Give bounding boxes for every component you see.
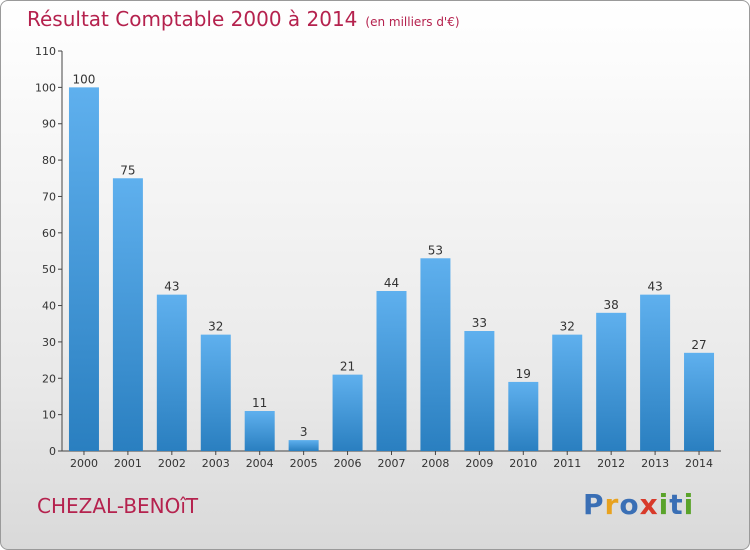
bar-2000 <box>68 87 99 451</box>
x-tick-label-2005: 2005 <box>290 457 318 470</box>
value-label-2001: 75 <box>120 163 135 177</box>
chart-title: Résultat Comptable 2000 à 2014 (en millie… <box>27 7 460 31</box>
bar-2013 <box>640 294 671 451</box>
value-label-2014: 27 <box>691 338 706 352</box>
value-label-2002: 43 <box>164 280 179 294</box>
bar-2010 <box>508 381 539 451</box>
value-label-2009: 33 <box>472 316 487 330</box>
logo-letter: t <box>669 488 684 521</box>
x-tick-label-2010: 2010 <box>509 457 537 470</box>
x-tick-label-2003: 2003 <box>202 457 230 470</box>
value-label-2007: 44 <box>384 276 399 290</box>
bar-2002 <box>156 294 187 451</box>
logo-letter: r <box>604 488 620 521</box>
proxiti-logo: Proxiti <box>583 488 694 521</box>
commune-name: CHEZAL-BENOîT <box>37 494 199 518</box>
value-label-2005: 3 <box>300 425 308 439</box>
x-tick-label-2011: 2011 <box>553 457 581 470</box>
x-tick-label-2004: 2004 <box>246 457 274 470</box>
y-tick-label: 60 <box>42 227 56 240</box>
y-tick-label: 40 <box>42 300 56 313</box>
chart-unit: (en milliers d'€) <box>365 15 460 29</box>
bar-2012 <box>596 312 627 451</box>
bar-2008 <box>420 258 451 451</box>
x-tick-label-2014: 2014 <box>685 457 713 470</box>
x-tick-label-2012: 2012 <box>597 457 625 470</box>
bar-2003 <box>200 334 231 451</box>
bar-2007 <box>376 291 407 451</box>
x-tick-label-2000: 2000 <box>70 457 98 470</box>
value-label-2012: 38 <box>604 298 619 312</box>
value-label-2006: 21 <box>340 360 355 374</box>
y-tick-label: 30 <box>42 336 56 349</box>
y-axis: 0 10 20 30 40 50 60 70 80 90 100 110 <box>35 45 63 458</box>
logo-letter: i <box>658 488 670 521</box>
y-tick-label: 90 <box>42 118 56 131</box>
x-tick-label-2009: 2009 <box>465 457 493 470</box>
bar-2005 <box>288 440 319 451</box>
logo-letter: P <box>583 488 605 521</box>
y-tick-label: 100 <box>35 81 56 94</box>
chart-title-text: Résultat Comptable 2000 à 2014 <box>27 7 358 31</box>
bar-2011 <box>552 334 583 451</box>
value-label-2013: 43 <box>647 280 662 294</box>
x-tick-label-2001: 2001 <box>114 457 142 470</box>
bar-2014 <box>684 352 715 451</box>
bar-2006 <box>332 374 363 451</box>
x-tick-label-2013: 2013 <box>641 457 669 470</box>
y-tick-label: 10 <box>42 409 56 422</box>
value-label-2011: 32 <box>560 320 575 334</box>
bar-2004 <box>244 411 275 451</box>
x-axis: 2000 2001 2002 2003 2004 2005 2006 2007 2008 2009… <box>62 450 721 470</box>
logo-letter: x <box>639 488 659 521</box>
value-label-2000: 100 <box>73 72 96 86</box>
x-tick-label-2006: 2006 <box>334 457 362 470</box>
y-tick-label: 110 <box>35 45 56 58</box>
y-tick-label: 80 <box>42 154 56 167</box>
y-tick-label: 20 <box>42 372 56 385</box>
logo-letter: o <box>619 488 640 521</box>
value-label-2008: 53 <box>428 243 443 257</box>
y-tick-label: 50 <box>42 263 56 276</box>
bar-2001 <box>112 178 143 452</box>
y-tick-label: 70 <box>42 190 56 203</box>
y-tick-label: 0 <box>49 445 56 458</box>
x-tick-label-2007: 2007 <box>378 457 406 470</box>
bars: 100 75 43 32 11 3 21 44 53 33 19 32 38 43 27 <box>68 72 715 452</box>
value-label-2010: 19 <box>516 367 531 381</box>
x-tick-label-2002: 2002 <box>158 457 186 470</box>
value-label-2004: 11 <box>252 396 267 410</box>
bar-2009 <box>464 331 495 451</box>
value-label-2003: 32 <box>208 320 223 334</box>
x-tick-label-2008: 2008 <box>421 457 449 470</box>
logo-letter: i <box>683 488 695 521</box>
